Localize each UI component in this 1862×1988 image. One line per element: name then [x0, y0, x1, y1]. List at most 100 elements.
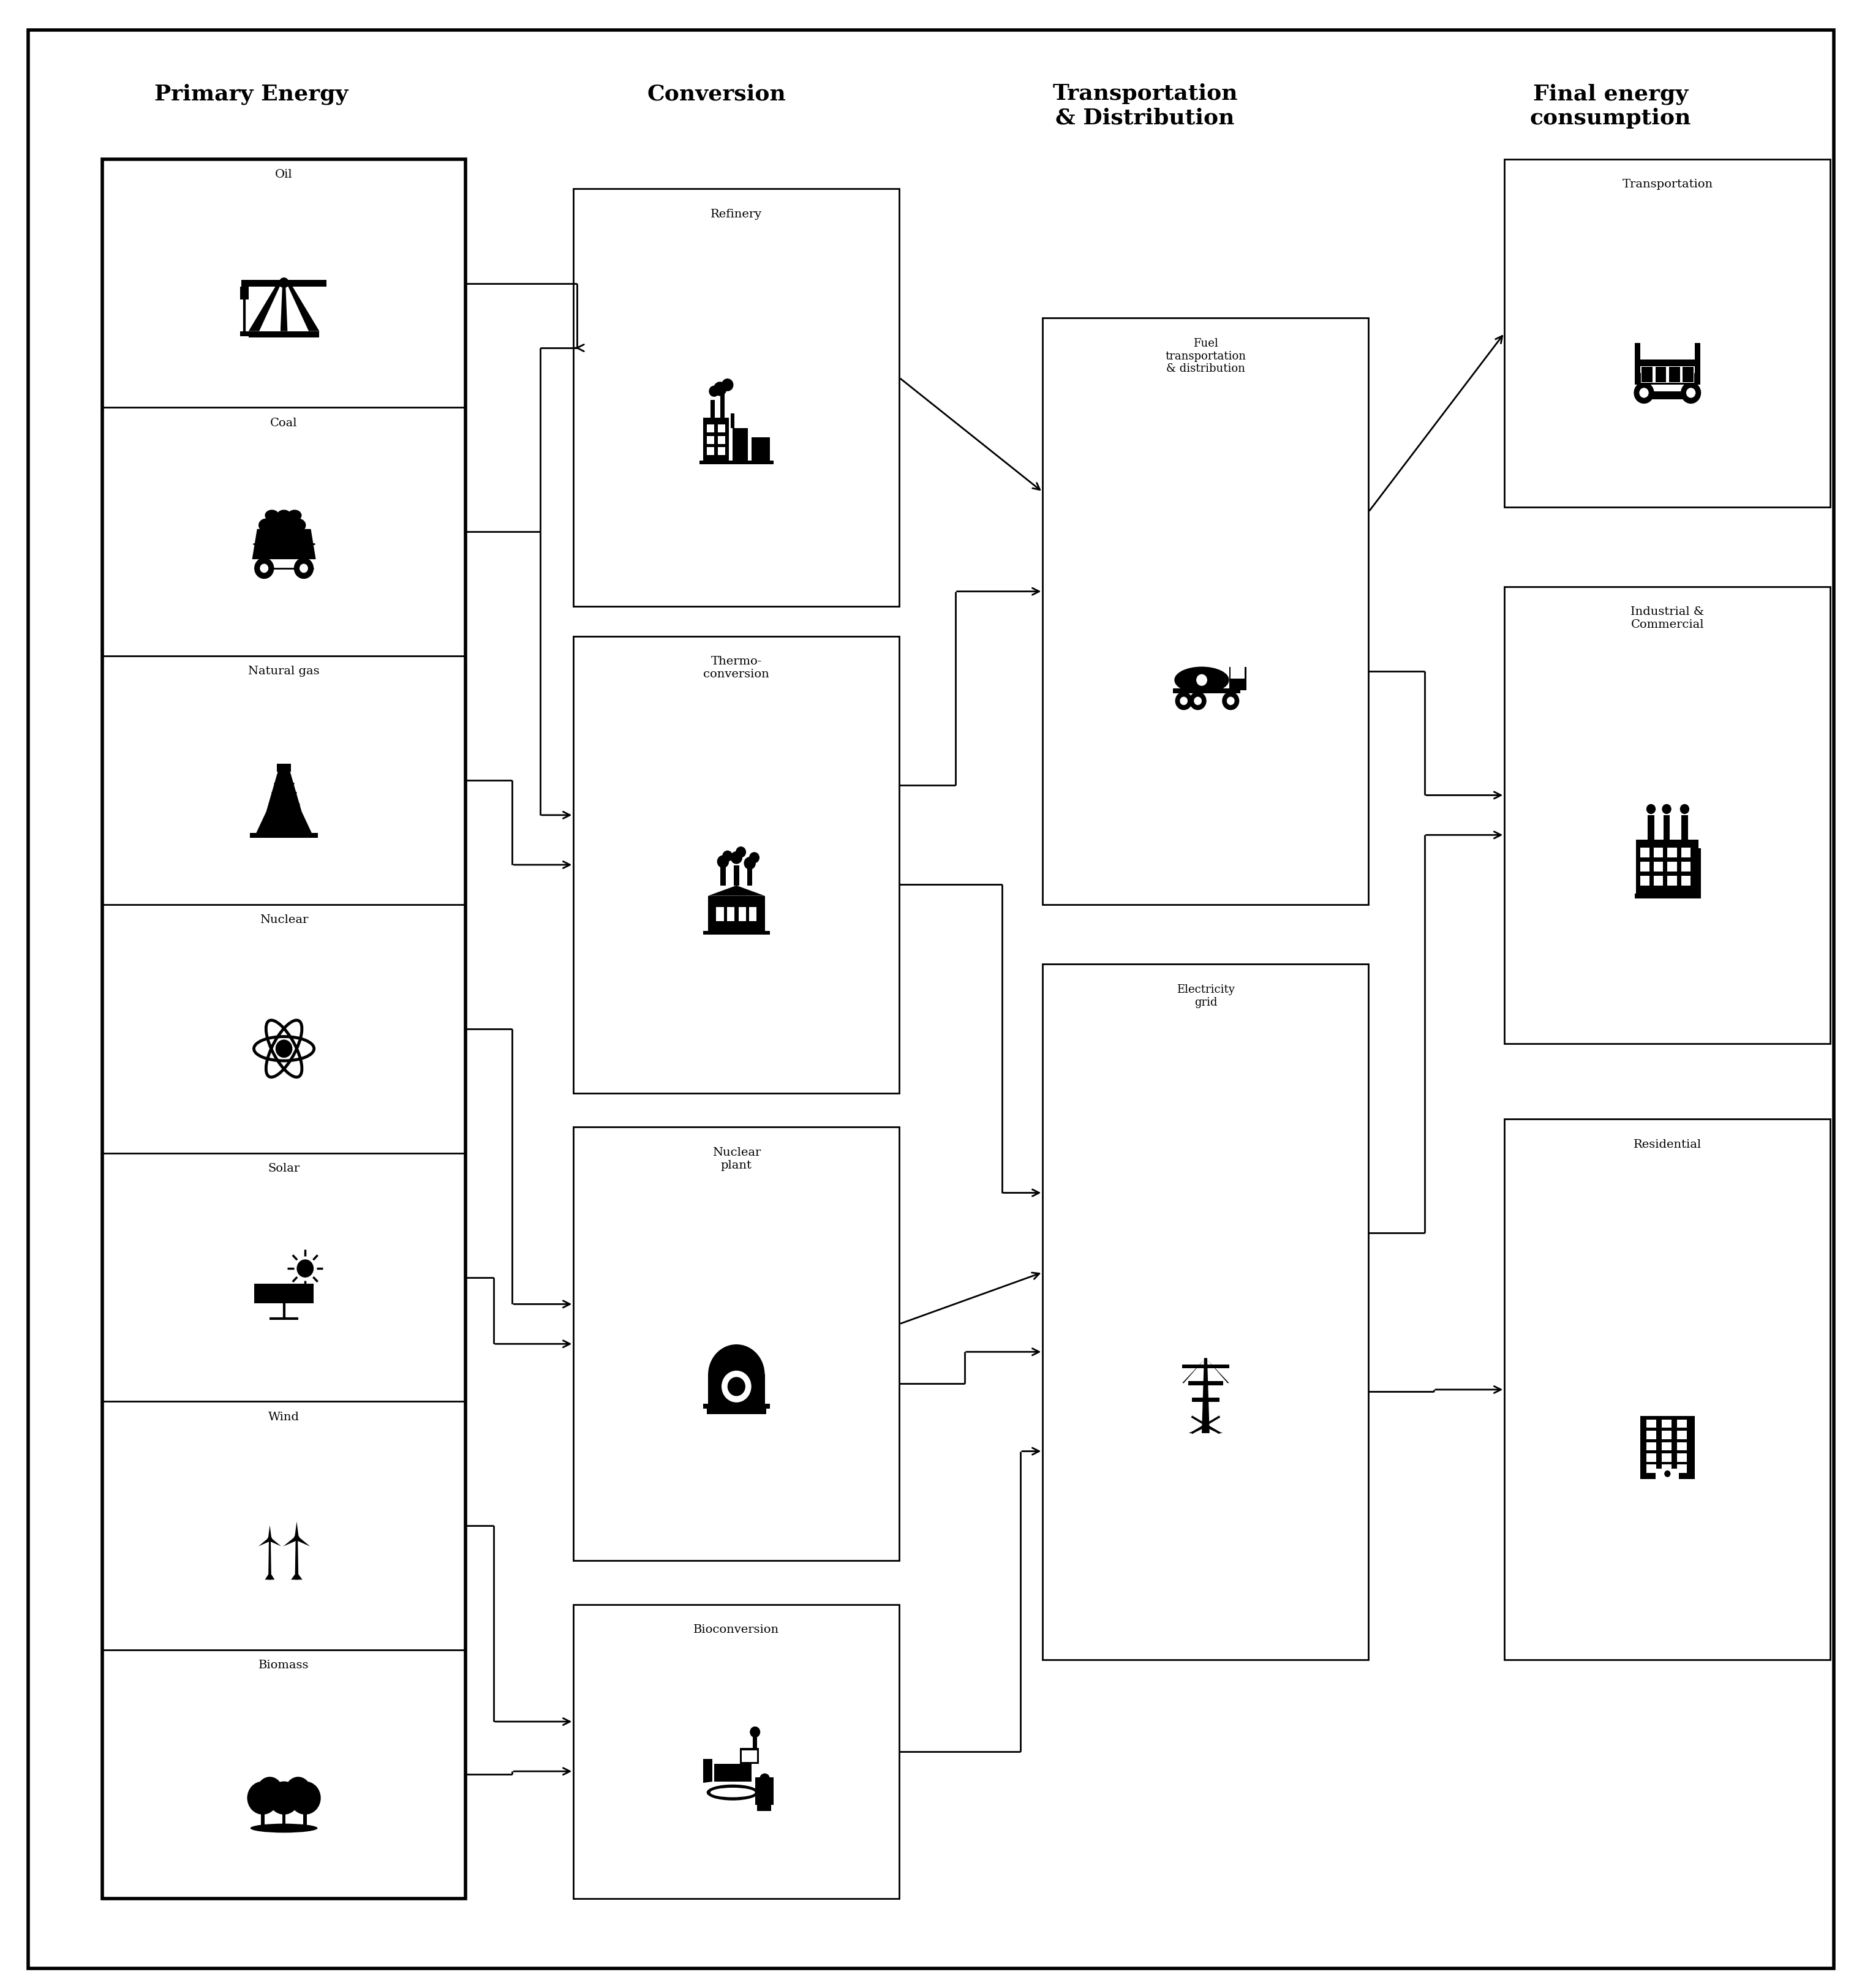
Bar — [706, 1408, 767, 1413]
Bar — [240, 332, 250, 336]
Text: Final energy
consumption: Final energy consumption — [1531, 83, 1691, 129]
Bar — [573, 636, 899, 1093]
Bar — [1642, 368, 1653, 382]
Text: Solar: Solar — [268, 1163, 300, 1175]
Bar — [1668, 847, 1678, 857]
Circle shape — [1639, 388, 1648, 398]
Bar — [750, 437, 771, 461]
Circle shape — [1195, 674, 1207, 686]
Polygon shape — [702, 1759, 713, 1783]
Polygon shape — [296, 1537, 311, 1547]
Bar — [1192, 1398, 1220, 1402]
Bar — [1663, 815, 1670, 841]
Bar — [1681, 877, 1691, 887]
Circle shape — [717, 855, 730, 869]
Circle shape — [300, 565, 307, 573]
Polygon shape — [240, 286, 250, 300]
Bar — [1637, 839, 1698, 895]
Circle shape — [749, 853, 760, 863]
Bar — [717, 447, 724, 455]
Bar — [1655, 1469, 1680, 1479]
Ellipse shape — [1175, 666, 1229, 694]
Circle shape — [1663, 803, 1672, 813]
Bar — [709, 400, 715, 417]
Polygon shape — [283, 1537, 298, 1547]
Polygon shape — [1182, 1358, 1207, 1384]
Bar — [1635, 342, 1700, 384]
Bar — [706, 447, 713, 455]
Ellipse shape — [277, 509, 290, 521]
Bar — [702, 417, 728, 461]
Text: Primary Energy: Primary Energy — [155, 83, 348, 105]
Ellipse shape — [709, 1787, 754, 1797]
Bar — [1681, 847, 1691, 857]
Ellipse shape — [259, 519, 274, 533]
Bar — [708, 1374, 765, 1406]
Ellipse shape — [270, 519, 285, 533]
Circle shape — [1665, 1471, 1670, 1477]
Circle shape — [257, 1777, 283, 1803]
Bar — [573, 1604, 899, 1899]
Bar — [1640, 861, 1650, 871]
Circle shape — [728, 1378, 745, 1396]
Bar — [1504, 159, 1830, 507]
Bar — [1683, 368, 1694, 382]
Circle shape — [1681, 382, 1702, 404]
Bar — [758, 1805, 771, 1811]
Bar — [1635, 893, 1702, 899]
Bar — [1646, 1419, 1657, 1427]
Bar — [1504, 1119, 1830, 1660]
Ellipse shape — [290, 519, 305, 533]
Polygon shape — [250, 280, 283, 332]
Text: Natural gas: Natural gas — [248, 666, 320, 678]
Bar — [706, 435, 713, 443]
Bar — [721, 865, 726, 885]
Circle shape — [1194, 696, 1201, 706]
Bar — [717, 425, 724, 433]
Ellipse shape — [706, 1785, 758, 1801]
Text: Electricity
grid: Electricity grid — [1177, 984, 1235, 1008]
Bar — [1173, 688, 1240, 694]
Bar — [717, 435, 724, 443]
Polygon shape — [1201, 1358, 1210, 1433]
Ellipse shape — [708, 1368, 765, 1382]
Bar — [1646, 1431, 1657, 1439]
Bar — [1229, 666, 1246, 690]
Polygon shape — [294, 1539, 298, 1580]
Bar — [1661, 1441, 1672, 1451]
Bar — [1653, 861, 1663, 871]
Circle shape — [268, 1781, 300, 1815]
Circle shape — [294, 1535, 300, 1541]
Bar — [1694, 374, 1698, 384]
Bar — [1678, 1419, 1687, 1427]
Circle shape — [721, 378, 734, 392]
Circle shape — [248, 1781, 277, 1815]
Bar — [739, 907, 747, 920]
Bar — [702, 1404, 771, 1409]
Bar — [1043, 318, 1369, 905]
Bar — [1043, 964, 1369, 1660]
Text: Fuel
transportation
& distribution: Fuel transportation & distribution — [1166, 338, 1246, 374]
Bar — [250, 833, 318, 837]
Bar — [734, 865, 739, 885]
Bar — [717, 907, 724, 920]
Polygon shape — [268, 1525, 272, 1539]
Text: Wind: Wind — [268, 1411, 300, 1423]
Bar — [250, 332, 320, 338]
Bar — [1646, 1453, 1657, 1461]
Bar — [726, 907, 734, 920]
Polygon shape — [294, 1521, 298, 1539]
Bar — [1655, 368, 1666, 382]
Circle shape — [276, 1040, 292, 1058]
Bar — [1668, 877, 1678, 887]
Text: Refinery: Refinery — [711, 209, 762, 221]
Circle shape — [1633, 382, 1653, 404]
Polygon shape — [264, 1574, 274, 1580]
Polygon shape — [251, 529, 317, 559]
Ellipse shape — [287, 509, 302, 521]
Ellipse shape — [250, 1823, 318, 1833]
Circle shape — [294, 559, 313, 579]
Text: Residential: Residential — [1633, 1139, 1702, 1151]
Bar — [747, 865, 752, 885]
Circle shape — [760, 1773, 769, 1785]
